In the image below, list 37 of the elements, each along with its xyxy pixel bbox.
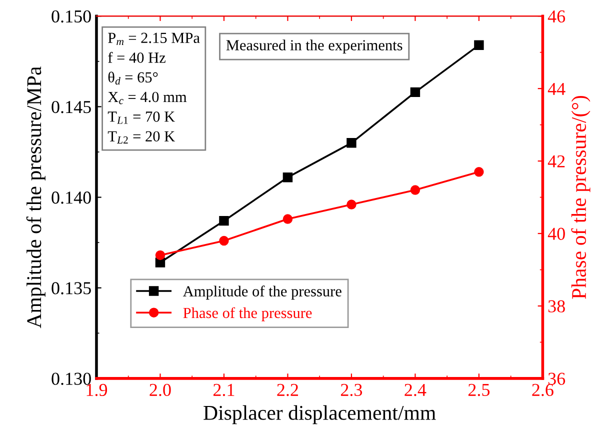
x-tick-label: 2.3 <box>340 384 362 396</box>
y-tick-label: 0.140 <box>52 192 91 204</box>
y2-tick-label: 44 <box>548 82 566 95</box>
annotation: Measured in the experiments <box>226 40 402 54</box>
point <box>346 200 356 210</box>
y2-tick-label: 38 <box>548 300 565 312</box>
y2-tick-label: 40 <box>548 228 565 240</box>
legend-label: Amplitude of the pressure <box>182 286 342 300</box>
x-tick-label: 1.9 <box>86 384 108 396</box>
y-axis-title: Amplitude of the pressure/MPa <box>26 66 46 328</box>
point <box>282 214 293 224</box>
x-tick-label: 2.5 <box>468 384 490 396</box>
legend-label: Phase of the pressure <box>183 307 312 322</box>
y2-axis-title: Phase of the pressure/(°) <box>571 96 590 299</box>
x-tick-label: 2.2 <box>277 384 298 396</box>
y2-tick-label: 42 <box>548 155 565 168</box>
x-tick-label: 2.0 <box>150 384 171 396</box>
point <box>219 236 229 246</box>
x-tick-label: 2.1 <box>213 384 234 396</box>
point <box>155 250 166 260</box>
x-axis-title: Displacer displacement/mm <box>204 405 436 424</box>
y2-tick-label: 46 <box>548 10 566 23</box>
point <box>474 167 484 177</box>
point <box>410 185 420 195</box>
y-tick-label: 0.135 <box>52 282 91 294</box>
y-tick-label: 0.150 <box>52 10 91 23</box>
y-tick-label: 0.145 <box>52 100 91 114</box>
y2-tick-label: 36 <box>548 372 566 385</box>
point <box>410 87 420 98</box>
point <box>474 40 484 50</box>
point <box>282 172 293 182</box>
text: P$_{m}$ = 2.15 MPa f = 40 Hz θ$_{d}$ = 65° X$_{c}$ = 4.0 mm T$_{L1}$ = 70 K T$_{L2}$ = 20 K <box>108 32 200 144</box>
x-tick-label: 2.6 <box>532 384 554 396</box>
point <box>219 216 229 226</box>
point <box>346 138 356 148</box>
y-tick-label: 0.130 <box>52 372 91 385</box>
x-tick-label: 2.4 <box>404 384 426 396</box>
